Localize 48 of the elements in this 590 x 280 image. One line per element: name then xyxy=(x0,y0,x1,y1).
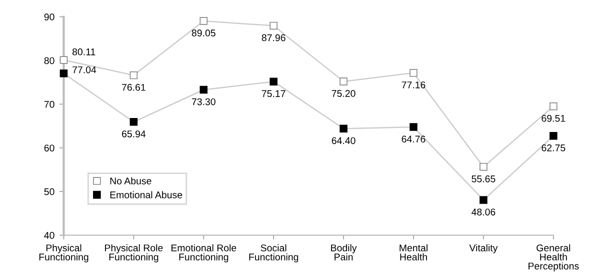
x-tick-label: Physical Functioning xyxy=(39,244,88,262)
legend-label: No Abuse xyxy=(110,177,152,184)
data-label: 75.20 xyxy=(332,90,356,97)
point xyxy=(270,78,278,86)
point xyxy=(550,132,558,140)
y-tick-label: 90 xyxy=(44,14,54,20)
data-label: 69.51 xyxy=(542,114,566,122)
point xyxy=(340,124,348,133)
point xyxy=(60,56,68,64)
point xyxy=(270,22,278,30)
x-tick-label: Social Functioning xyxy=(249,244,298,262)
data-label: 76.61 xyxy=(122,84,146,91)
data-label: 65.94 xyxy=(122,130,146,138)
y-tick-label: 80 xyxy=(44,57,54,64)
x-tick-label: Mental Health xyxy=(400,244,428,260)
data-label: 48.06 xyxy=(472,208,496,216)
point xyxy=(480,162,488,171)
legend-label: Emotional Abuse xyxy=(110,191,182,198)
x-tick-label: Vitality xyxy=(469,244,498,254)
y-tick-label: 60 xyxy=(44,144,54,152)
y-tick-label: 40 xyxy=(44,232,54,239)
point xyxy=(130,118,138,126)
y-tick-label: 70 xyxy=(44,100,54,108)
point xyxy=(200,17,208,25)
x-tick-label: General Health Perceptions xyxy=(528,244,579,272)
data-label: 77.04 xyxy=(72,66,96,74)
point xyxy=(340,78,348,86)
data-label: 64.40 xyxy=(332,137,356,144)
point xyxy=(130,71,138,80)
point xyxy=(480,196,488,204)
y-tick-label: 50 xyxy=(44,188,54,196)
data-label: 89.05 xyxy=(192,30,216,36)
data-label: 62.75 xyxy=(542,144,566,152)
data-label: 80.11 xyxy=(72,48,96,56)
x-tick-label: Bodily Pain xyxy=(331,244,357,260)
point xyxy=(410,123,418,131)
data-label: 73.30 xyxy=(192,98,216,106)
point xyxy=(200,86,208,94)
point xyxy=(60,70,68,78)
x-tick-label: Emotional Role Functioning xyxy=(171,244,236,262)
data-label: 55.65 xyxy=(472,175,496,182)
data-label: 64.76 xyxy=(402,136,426,143)
data-label: 87.96 xyxy=(262,34,286,42)
data-label: 75.17 xyxy=(262,90,286,98)
x-tick-label: Physical Role Functioning xyxy=(105,244,163,262)
data-label: 77.16 xyxy=(402,81,426,88)
point xyxy=(410,68,418,77)
point xyxy=(550,102,558,110)
